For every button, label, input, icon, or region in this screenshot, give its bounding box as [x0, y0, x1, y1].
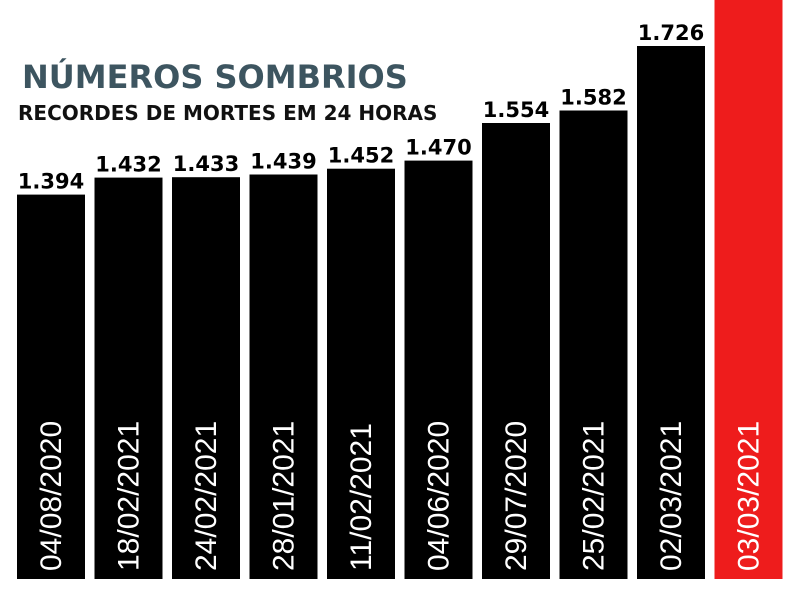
- value-label: 1.394: [18, 170, 84, 194]
- category-label: 24/02/2021: [190, 421, 223, 571]
- category-label: 25/02/2021: [578, 421, 611, 571]
- bar-28/01/2021: [249, 174, 318, 579]
- value-label: 1.470: [405, 136, 471, 160]
- category-label: 11/02/2021: [345, 423, 378, 571]
- value-label: 1.433: [173, 152, 239, 176]
- value-label: 1.726: [638, 21, 704, 45]
- category-label: 18/02/2021: [113, 421, 146, 571]
- chart-title: NÚMEROS SOMBRIOS: [22, 57, 408, 96]
- value-label: 1.432: [95, 153, 161, 177]
- category-label: 29/07/2020: [500, 421, 533, 571]
- bar-11/02/2021: [327, 168, 395, 579]
- value-label: 1.554: [483, 98, 549, 122]
- value-label: 1.439: [250, 150, 316, 174]
- chart-subtitle: RECORDES DE MORTES EM 24 HORAS: [18, 101, 437, 125]
- category-label: 02/03/2021: [655, 421, 688, 571]
- bars-group: 1.394 04/08/2020 1.432 18/02/2021 1.433 24/02…: [17, 0, 783, 579]
- bar-18/02/2021: [94, 177, 163, 579]
- value-label: 1.582: [560, 86, 626, 110]
- bar-29/07/2020: [482, 123, 550, 579]
- bar-03/03/2021: [714, 0, 783, 579]
- bar-24/02/2021: [172, 177, 240, 579]
- bar-04/06/2020: [404, 160, 473, 579]
- category-label: 28/01/2021: [268, 421, 301, 571]
- category-label: 03/03/2021: [733, 421, 766, 571]
- bar-04/08/2020: [17, 194, 85, 579]
- category-label: 04/08/2020: [35, 421, 68, 571]
- category-label: 04/06/2020: [423, 421, 456, 571]
- bar-02/03/2021: [637, 46, 705, 579]
- value-label: 1.452: [328, 144, 394, 168]
- bar-25/02/2021: [559, 110, 628, 579]
